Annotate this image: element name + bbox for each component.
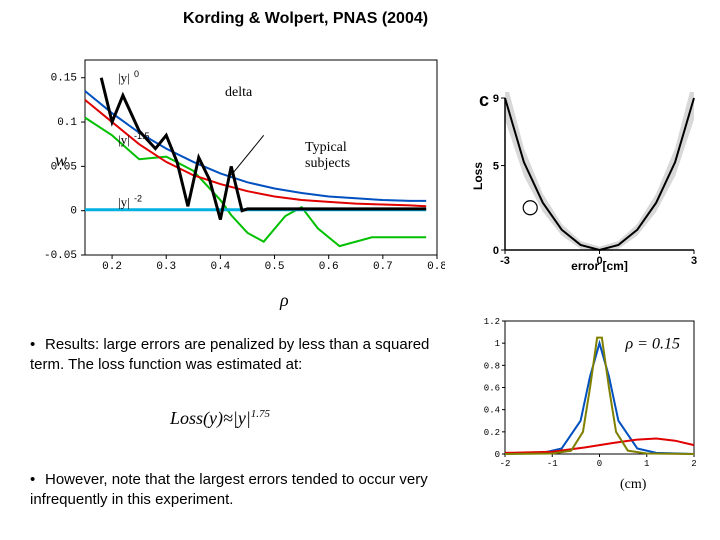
svg-text:0.6: 0.6 [484, 384, 500, 394]
svg-text:-3: -3 [500, 255, 510, 267]
results-bullet-2: •However, note that the largest errors t… [30, 470, 440, 509]
svg-text:ρ = 0.15: ρ = 0.15 [624, 336, 679, 353]
svg-text:-1.5: -1.5 [134, 131, 150, 141]
svg-text:1: 1 [495, 339, 500, 349]
page-title: Kording & Wolpert, PNAS (2004) [183, 10, 428, 28]
cm-label: (cm) [620, 477, 646, 493]
svg-text:-2: -2 [134, 193, 142, 203]
chart1-w-vs-rho: -0.0500.050.10.150.20.30.40.50.60.70.8|y… [35, 50, 445, 273]
svg-text:0.6: 0.6 [319, 261, 339, 273]
svg-text:0.2: 0.2 [102, 261, 122, 273]
svg-text:0.4: 0.4 [210, 261, 230, 273]
chart1-delta-label: delta [225, 85, 252, 101]
chart1-ylabel: w [55, 150, 67, 171]
svg-text:Loss: Loss [471, 162, 485, 190]
chart1-xlabel: ρ [280, 290, 289, 311]
svg-text:0.4: 0.4 [484, 406, 500, 416]
svg-text:0.15: 0.15 [51, 73, 77, 85]
svg-text:0: 0 [597, 459, 602, 469]
svg-text:-0.05: -0.05 [44, 250, 77, 262]
svg-text:error [cm]: error [cm] [571, 259, 628, 272]
loss-equation: Loss(y)≈|y|1.75 [170, 408, 270, 429]
svg-text:5: 5 [493, 161, 499, 173]
svg-text:0: 0 [70, 206, 77, 218]
svg-text:9: 9 [493, 93, 499, 105]
svg-text:0.2: 0.2 [484, 428, 500, 438]
svg-text:0.3: 0.3 [156, 261, 176, 273]
svg-text:|y|: |y| [118, 70, 130, 85]
svg-text:0.1: 0.1 [57, 117, 77, 129]
svg-text:-1: -1 [547, 459, 558, 469]
svg-text:0.8: 0.8 [427, 261, 445, 273]
svg-text:2: 2 [691, 459, 696, 469]
svg-text:|y|: |y| [118, 132, 130, 147]
chart3-distribution: 00.20.40.60.811.2-2-1012ρ = 0.15 [470, 315, 700, 470]
svg-text:|y|: |y| [118, 194, 130, 209]
svg-text:1: 1 [644, 459, 649, 469]
chart2-loss-error: -303059cerror [cm]Loss [470, 92, 700, 272]
svg-text:0: 0 [134, 69, 139, 79]
svg-text:1.2: 1.2 [484, 317, 500, 327]
svg-text:0: 0 [493, 245, 499, 257]
svg-text:0.7: 0.7 [373, 261, 393, 273]
svg-text:3: 3 [691, 255, 697, 267]
svg-text:0.5: 0.5 [265, 261, 285, 273]
chart1-typical-label: Typical subjects [305, 140, 365, 172]
results-bullet-1: •Results: large errors are penalized by … [30, 335, 430, 374]
svg-text:0.8: 0.8 [484, 361, 500, 371]
svg-text:c: c [479, 92, 489, 110]
svg-text:-2: -2 [500, 459, 511, 469]
